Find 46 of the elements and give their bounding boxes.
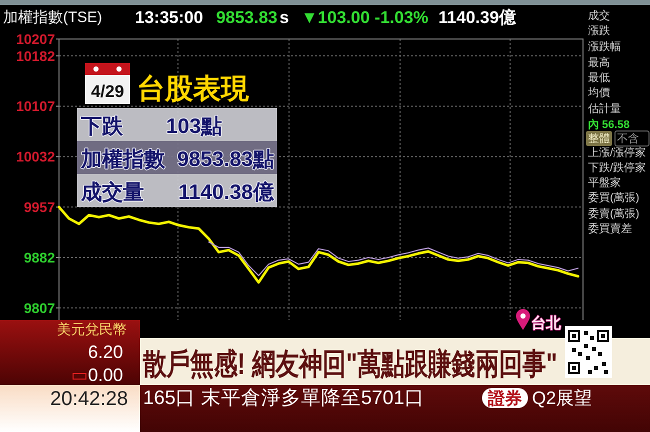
y-tick-label: 10182 bbox=[16, 48, 56, 64]
text: 不含 bbox=[617, 132, 639, 145]
text: 均價 bbox=[587, 87, 610, 99]
text: 估計量 bbox=[588, 102, 621, 115]
text: 台股表現 bbox=[137, 73, 250, 104]
text: 漲跌 bbox=[588, 25, 610, 37]
text: 整體 bbox=[588, 133, 610, 145]
annotation: 103點 bbox=[166, 115, 222, 138]
text: ▼103.00 -1.03% bbox=[300, 8, 428, 27]
annotation: 1140.38億 bbox=[178, 180, 275, 204]
text: 下跌/跌停家 bbox=[588, 161, 646, 174]
y-tick-label: 9882 bbox=[24, 249, 56, 266]
text: 成交 bbox=[588, 9, 610, 22]
text: 1140.39億 bbox=[438, 8, 517, 27]
text: s bbox=[280, 8, 289, 27]
text: 委買賣差 bbox=[588, 222, 632, 235]
text: 20:42:28 bbox=[50, 388, 128, 410]
chart-title: 加權指數(TSE) bbox=[3, 9, 102, 26]
text: 美元兌民幣 bbox=[57, 321, 127, 337]
text: 6.20 bbox=[88, 342, 123, 362]
text: 委買(萬張) bbox=[588, 191, 640, 204]
y-tick-label: 10032 bbox=[16, 148, 56, 165]
text: Q2展望 bbox=[532, 388, 592, 408]
y-tick-label: 9807 bbox=[24, 300, 56, 316]
annotation: 9853.83點 bbox=[177, 148, 274, 171]
annotation: 台北 bbox=[531, 315, 562, 332]
text: 13:35:00 bbox=[135, 8, 204, 27]
text: ▭0.00 bbox=[70, 365, 123, 385]
text: 平盤家 bbox=[588, 176, 621, 189]
text: 散戶無感! 網友神回"萬點跟賺錢兩回事" bbox=[142, 347, 558, 381]
y-tick-label: 9957 bbox=[24, 199, 56, 216]
text: 最低 bbox=[588, 72, 610, 84]
text: 內 56.58 bbox=[588, 118, 630, 131]
annotation: 下跌 bbox=[80, 115, 124, 138]
y-tick-label: 10207 bbox=[16, 31, 56, 47]
text: 165口 末平倉淨多單降至5701口 bbox=[143, 387, 424, 409]
y-tick-label: 10107 bbox=[16, 98, 56, 114]
annotation: 成交量 bbox=[80, 180, 144, 204]
text: 委賣(萬張) bbox=[588, 207, 640, 220]
text: 最高 bbox=[588, 56, 610, 69]
text: 上漲/漲停家 bbox=[588, 146, 646, 159]
text: 9853.83 bbox=[216, 8, 278, 27]
annotation: 4/29 bbox=[90, 82, 124, 101]
text: 漲跌幅 bbox=[588, 41, 621, 53]
annotation: 加權指數 bbox=[80, 148, 166, 171]
text: 證券 bbox=[487, 389, 522, 408]
